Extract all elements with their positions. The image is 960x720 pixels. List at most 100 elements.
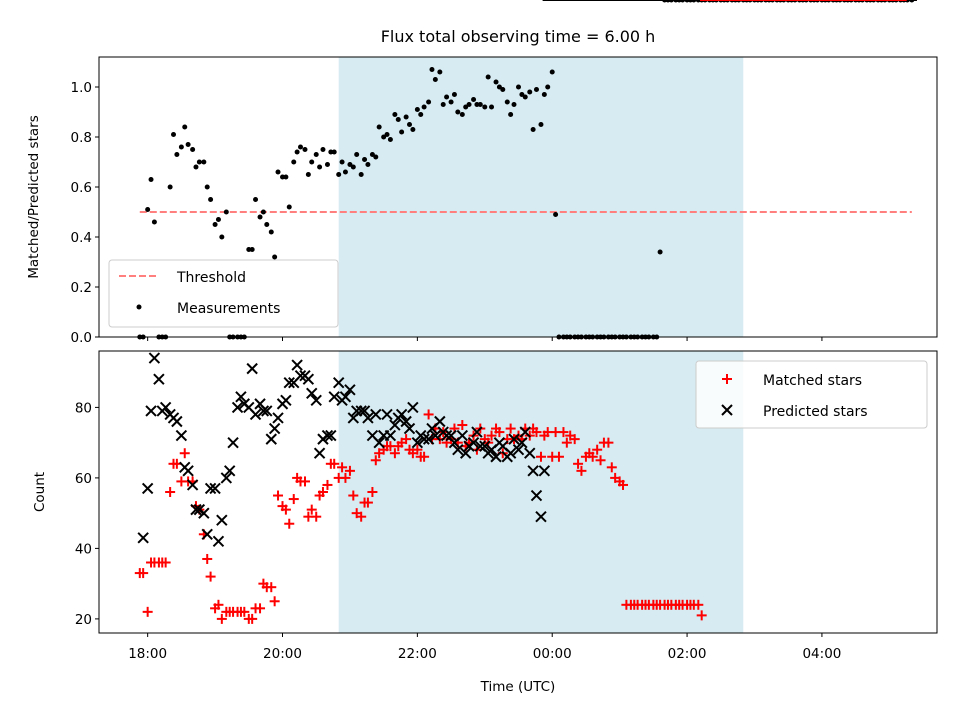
predicted-star-point [445, 429, 457, 442]
measurement-point [174, 152, 180, 157]
y-tick-label-3: 80 [75, 400, 92, 416]
observing-window-span-top [338, 57, 744, 337]
predicted-star-point [535, 510, 547, 523]
predicted-star-point [504, 447, 517, 459]
measurement-point [399, 129, 405, 135]
predicted-star-point [261, 405, 273, 417]
measurement-point [392, 112, 398, 117]
predicted-star-point [459, 447, 472, 459]
measurement-point [272, 254, 278, 260]
predicted-star-point [527, 465, 539, 477]
measurement-point [275, 169, 281, 175]
predicted-star-point [190, 503, 202, 516]
predicted-star-point [235, 391, 247, 403]
measurement-point [432, 77, 438, 82]
measurement-point [403, 114, 409, 120]
matched-star-point [269, 596, 280, 607]
measurement-point [541, 92, 547, 97]
predicted-star-point [516, 436, 528, 449]
matched-star-point [356, 511, 367, 522]
predicted-star-point [204, 482, 217, 495]
x-axis-label: Time (UTC) [480, 679, 556, 695]
predicted-star-point [231, 401, 244, 414]
matched-star-point [266, 582, 277, 593]
measurement-point [283, 174, 289, 180]
predicted-star-point [358, 405, 371, 417]
y-tick-label-3: 0.6 [71, 180, 92, 196]
measurement-point [508, 112, 514, 117]
x-tick-label-2: 22:00 [398, 646, 437, 662]
measurement-point [178, 144, 184, 150]
measurement-point [421, 104, 427, 110]
threshold-legend-label: Threshold [176, 270, 246, 286]
measurement-point [309, 159, 315, 165]
predicted-star-point [306, 387, 318, 400]
matched-star-point [239, 606, 250, 617]
measurement-point [429, 67, 435, 72]
predicted-star-point [159, 401, 172, 414]
matched-star-point [587, 451, 598, 462]
measurement-point [365, 162, 371, 167]
measurement-point [317, 164, 323, 170]
predicted-star-point [530, 489, 543, 502]
y-tick-label-1: 40 [75, 541, 92, 557]
matched-star-point [592, 444, 603, 455]
measurement-point [257, 214, 263, 220]
matched-star-point [273, 490, 284, 501]
predicted-star-point [332, 377, 345, 389]
top-axes-frame [98, 56, 938, 338]
predicted-star-point [145, 405, 157, 417]
y-tick-label-2: 0.4 [71, 230, 92, 246]
predicted-star-point [395, 408, 408, 421]
matched-star-point [618, 479, 629, 490]
measurement-point [313, 152, 319, 157]
y-tick-label-4: 0.8 [71, 130, 92, 146]
matched-star-point [603, 437, 614, 448]
measurement-point [373, 154, 379, 160]
predicted-star-point [411, 436, 424, 449]
predicted-star-point [452, 443, 464, 456]
measurement-point [305, 172, 311, 177]
predicted-star-point [519, 426, 531, 438]
measurement-point [414, 107, 420, 112]
measurement-point [448, 99, 454, 105]
measurement-point [196, 159, 202, 165]
measurement-point [148, 177, 154, 182]
predicted-star-point [283, 377, 295, 389]
predicted-star-point [198, 507, 210, 519]
measurement-point [219, 234, 225, 240]
matched-star-point [486, 430, 497, 441]
top-legend: Threshold Measurements [108, 259, 339, 328]
predicted-star-point [370, 408, 382, 421]
measurement-point [204, 184, 210, 190]
matched-star-point [247, 613, 258, 624]
measurement-point [260, 209, 266, 215]
x-tick-label-4: 02:00 [668, 646, 707, 662]
predicted-star-point [456, 429, 469, 442]
matched-star-point [337, 462, 348, 473]
matched-star-point [558, 427, 569, 438]
measurement-point [190, 147, 196, 152]
predicted-star-point [418, 433, 430, 445]
predicted-star-point [328, 391, 340, 403]
bottom-legend-box [695, 360, 928, 429]
bottom-x-axis: 18:00 20:00 22:00 00:00 02:00 04:00 [128, 633, 841, 662]
predicted-star-point [171, 415, 183, 428]
measurement-point [426, 99, 432, 105]
predicted-star-point [471, 426, 483, 438]
measurement-point [342, 169, 348, 175]
predicted-star-point [257, 405, 270, 417]
bottom-y-axis: 20 40 60 80 [75, 400, 99, 628]
measurement-point [324, 162, 330, 167]
predicted-star-point [389, 419, 401, 431]
measurement-point [171, 132, 177, 137]
matched-star-point [423, 409, 434, 420]
matched-star-point [569, 434, 580, 445]
predicted-star-point [362, 412, 374, 424]
y-tick-label-1: 0.2 [71, 280, 92, 296]
matched-star-point [367, 487, 378, 497]
predicted-star-point [325, 429, 337, 442]
predicted-star-point [212, 535, 225, 548]
predicted-star-point [268, 422, 281, 435]
matched-star-point [348, 490, 359, 501]
